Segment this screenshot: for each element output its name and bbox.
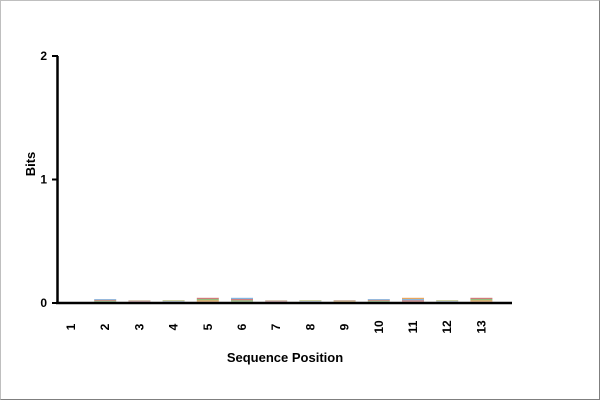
logo-letter-mark <box>402 299 424 301</box>
logo-letter-mark <box>231 300 253 302</box>
x-tick-label: 7 <box>269 323 283 330</box>
x-tick-label: 11 <box>406 320 420 333</box>
x-tick-label: 3 <box>132 323 146 330</box>
x-tick-label: 2 <box>98 323 112 330</box>
x-tick-label: 6 <box>235 323 249 330</box>
logo-marks <box>94 297 493 302</box>
x-axis-title: Sequence Position <box>227 350 343 365</box>
x-tick-label: 13 <box>474 320 488 334</box>
y-axis-title: Bits <box>23 152 38 177</box>
x-tick-label: 10 <box>372 320 386 334</box>
x-tick-label: 4 <box>167 323 181 330</box>
logo-letter-mark <box>196 300 219 302</box>
logo-letter-mark <box>470 297 493 300</box>
logo-letter-mark <box>94 300 117 302</box>
logo-letter-mark <box>402 300 424 302</box>
logo-letter-mark <box>367 299 390 301</box>
y-tick-label: 1 <box>40 173 47 187</box>
logo-letter-mark <box>402 297 424 300</box>
y-ticks: 0 1 2 <box>40 49 58 310</box>
logo-letter-mark <box>367 300 390 302</box>
x-tick-label: 9 <box>338 323 352 330</box>
x-ticks: 1 2 3 4 5 6 7 8 9 10 11 12 13 <box>64 320 488 334</box>
logo-letter-mark <box>470 300 493 302</box>
logo-letter-mark <box>231 297 253 300</box>
x-tick-label: 8 <box>303 323 317 330</box>
x-tick-label: 5 <box>201 323 215 330</box>
y-tick-label: 2 <box>40 49 47 63</box>
logo-letter-mark <box>231 299 253 301</box>
x-tick-label: 12 <box>440 320 454 334</box>
y-tick-label: 0 <box>40 296 47 310</box>
logo-letter-mark <box>94 299 117 300</box>
logo-letter-mark <box>196 299 219 301</box>
logo-letter-mark <box>470 299 493 301</box>
logo-letter-mark <box>94 299 117 301</box>
logo-letter-mark <box>196 297 219 300</box>
x-tick-label: 1 <box>64 323 78 330</box>
logo-letter-mark <box>367 299 390 300</box>
